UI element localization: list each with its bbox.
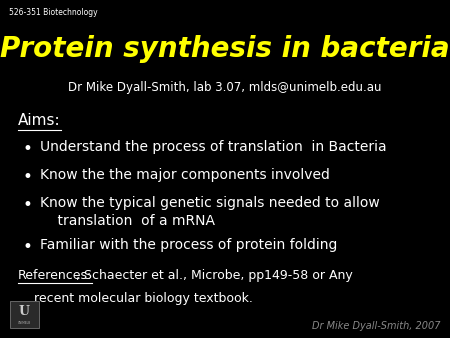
Text: UNIMELB: UNIMELB [18,321,31,325]
Text: Aims:: Aims: [18,113,61,128]
Text: Dr Mike Dyall-Smith, 2007: Dr Mike Dyall-Smith, 2007 [311,320,440,331]
Text: , Schaecter et al., Microbe, pp149-58 or Any: , Schaecter et al., Microbe, pp149-58 or… [76,269,352,282]
Text: •: • [22,140,32,158]
Text: •: • [22,238,32,256]
Text: Familiar with the process of protein folding: Familiar with the process of protein fol… [40,238,338,252]
Text: Know the the major components involved: Know the the major components involved [40,168,330,182]
Text: recent molecular biology textbook.: recent molecular biology textbook. [18,292,253,305]
Text: •: • [22,196,32,214]
Text: Dr Mike Dyall-Smith, lab 3.07, mlds@unimelb.edu.au: Dr Mike Dyall-Smith, lab 3.07, mlds@unim… [68,81,382,94]
Text: •: • [22,168,32,186]
Text: Know the typical genetic signals needed to allow
    translation  of a mRNA: Know the typical genetic signals needed … [40,196,380,228]
Text: U: U [19,305,30,318]
Text: 526-351 Biotechnology: 526-351 Biotechnology [9,8,98,18]
Text: References:: References: [18,269,92,282]
Text: Protein synthesis in bacteria: Protein synthesis in bacteria [0,35,450,64]
FancyBboxPatch shape [10,301,39,328]
Text: Understand the process of translation  in Bacteria: Understand the process of translation in… [40,140,387,154]
